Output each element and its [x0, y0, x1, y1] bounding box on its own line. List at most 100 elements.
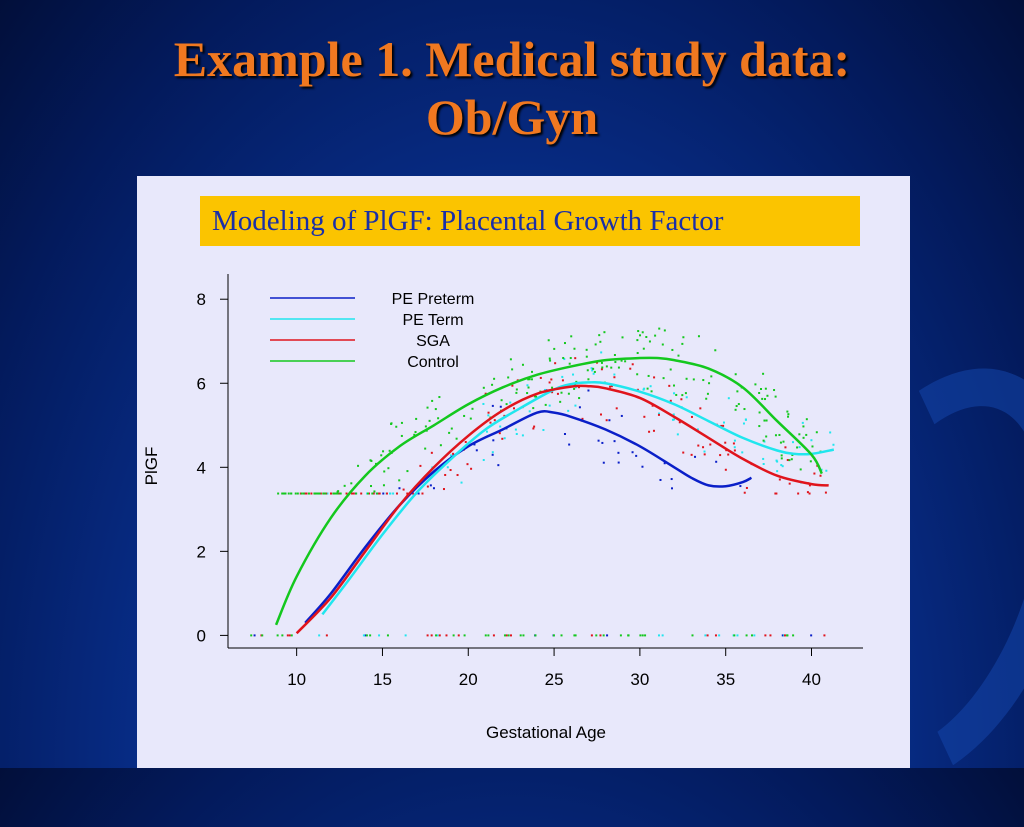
scatter-point	[282, 492, 285, 495]
chart-legend: PE Preterm PE Term SGA Control	[270, 291, 474, 371]
scatter-point	[330, 492, 333, 495]
scatter-point	[281, 634, 284, 637]
scatter-point	[685, 396, 688, 399]
scatter-point	[534, 634, 537, 637]
scatter-point	[825, 469, 828, 472]
scatter-point	[277, 492, 280, 495]
y-tick-label: 2	[197, 542, 206, 561]
series-line-control	[274, 356, 823, 626]
scatter-point	[428, 419, 431, 422]
scatter-point	[532, 427, 535, 430]
scatter-point	[610, 385, 613, 388]
scatter-point	[737, 403, 740, 406]
scatter-point	[645, 335, 648, 338]
scatter-point	[669, 399, 672, 402]
scatter-point	[421, 492, 424, 495]
scatter-point	[788, 482, 791, 485]
scatter-point	[720, 424, 723, 427]
scatter-point	[560, 391, 563, 394]
scatter-point	[548, 404, 551, 407]
scatter-point	[325, 634, 328, 637]
scatter-point	[567, 409, 570, 412]
scatter-point	[605, 365, 608, 368]
scatter-point	[781, 465, 784, 468]
scatter-point	[485, 430, 488, 433]
x-tick-label: 30	[630, 670, 649, 689]
scatter-point	[326, 492, 329, 495]
scatter-point	[739, 485, 742, 488]
scatter-point	[253, 634, 256, 637]
scatter-point	[808, 492, 811, 495]
scatter-point	[745, 486, 748, 489]
x-tick-label: 10	[287, 670, 306, 689]
scatter-point	[760, 388, 763, 391]
scatter-point	[419, 464, 422, 467]
scatter-point	[337, 492, 340, 495]
scatter-point	[832, 443, 835, 446]
scatter-point	[736, 634, 739, 637]
scatter-point	[574, 404, 577, 407]
scatter-point	[661, 634, 664, 637]
scatter-point	[801, 421, 804, 424]
scatter-point	[810, 439, 813, 442]
scatter-point	[646, 387, 649, 390]
scatter-point	[709, 443, 712, 446]
scatter-point	[788, 459, 791, 462]
scatter-point	[489, 421, 492, 424]
scatter-point	[657, 413, 660, 416]
scatter-point	[336, 490, 339, 493]
scatter-point	[491, 451, 494, 454]
scatter-point	[318, 634, 321, 637]
scatter-point	[610, 366, 613, 369]
scatter-point	[672, 413, 675, 416]
scatter-point	[296, 492, 299, 495]
series-line-sga	[295, 384, 829, 635]
scatter-point	[574, 634, 577, 637]
scatter-point	[677, 354, 680, 357]
scatter-point	[602, 461, 605, 464]
scatter-point	[449, 469, 452, 472]
y-tick-label: 6	[197, 374, 206, 393]
scatter-point	[315, 492, 318, 495]
scatter-point	[590, 367, 593, 370]
scatter-point	[786, 410, 789, 413]
scatter-point	[382, 450, 385, 453]
scatter-point	[673, 418, 676, 421]
scatter-point	[601, 441, 604, 444]
scatter-point	[527, 378, 530, 381]
scatter-point	[369, 459, 372, 462]
scatter-point	[452, 452, 455, 455]
scatter-point	[414, 431, 417, 434]
scatter-point	[676, 433, 679, 436]
scatter-point	[806, 491, 809, 494]
scatter-point	[497, 464, 500, 467]
scatter-point	[512, 407, 515, 410]
scatter-point	[613, 440, 616, 443]
scatter-point	[250, 634, 253, 637]
scatter-point	[696, 428, 699, 431]
scatter-point	[704, 634, 707, 637]
scatter-point	[561, 379, 564, 382]
scatter-point	[343, 484, 346, 487]
scatter-point	[522, 634, 525, 637]
scatter-point	[573, 387, 576, 390]
scatter-point	[753, 634, 756, 637]
scatter-point	[773, 389, 776, 392]
scatter-point	[732, 442, 735, 445]
scatter-point	[544, 388, 547, 391]
scatter-point	[572, 373, 575, 376]
scatter-point	[591, 369, 594, 372]
scatter-point	[668, 384, 671, 387]
scatter-point	[261, 634, 264, 637]
scatter-point	[383, 470, 386, 473]
scatter-point	[734, 408, 737, 411]
scatter-point	[592, 372, 595, 375]
scatter-point	[681, 342, 684, 345]
scatter-point	[680, 398, 683, 401]
scatter-point	[648, 340, 651, 343]
scatter-point	[797, 492, 800, 495]
scatter-point	[650, 390, 653, 393]
scatter-point	[562, 356, 565, 359]
scatter-point	[636, 352, 639, 355]
scatter-point	[457, 634, 460, 637]
